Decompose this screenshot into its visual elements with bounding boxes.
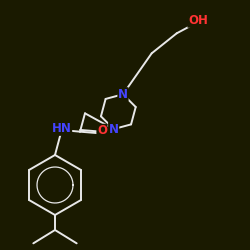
Text: N: N (118, 88, 128, 101)
Text: O: O (97, 124, 107, 137)
Text: N: N (109, 122, 119, 136)
Text: HN: HN (52, 122, 72, 135)
Text: OH: OH (188, 14, 208, 27)
